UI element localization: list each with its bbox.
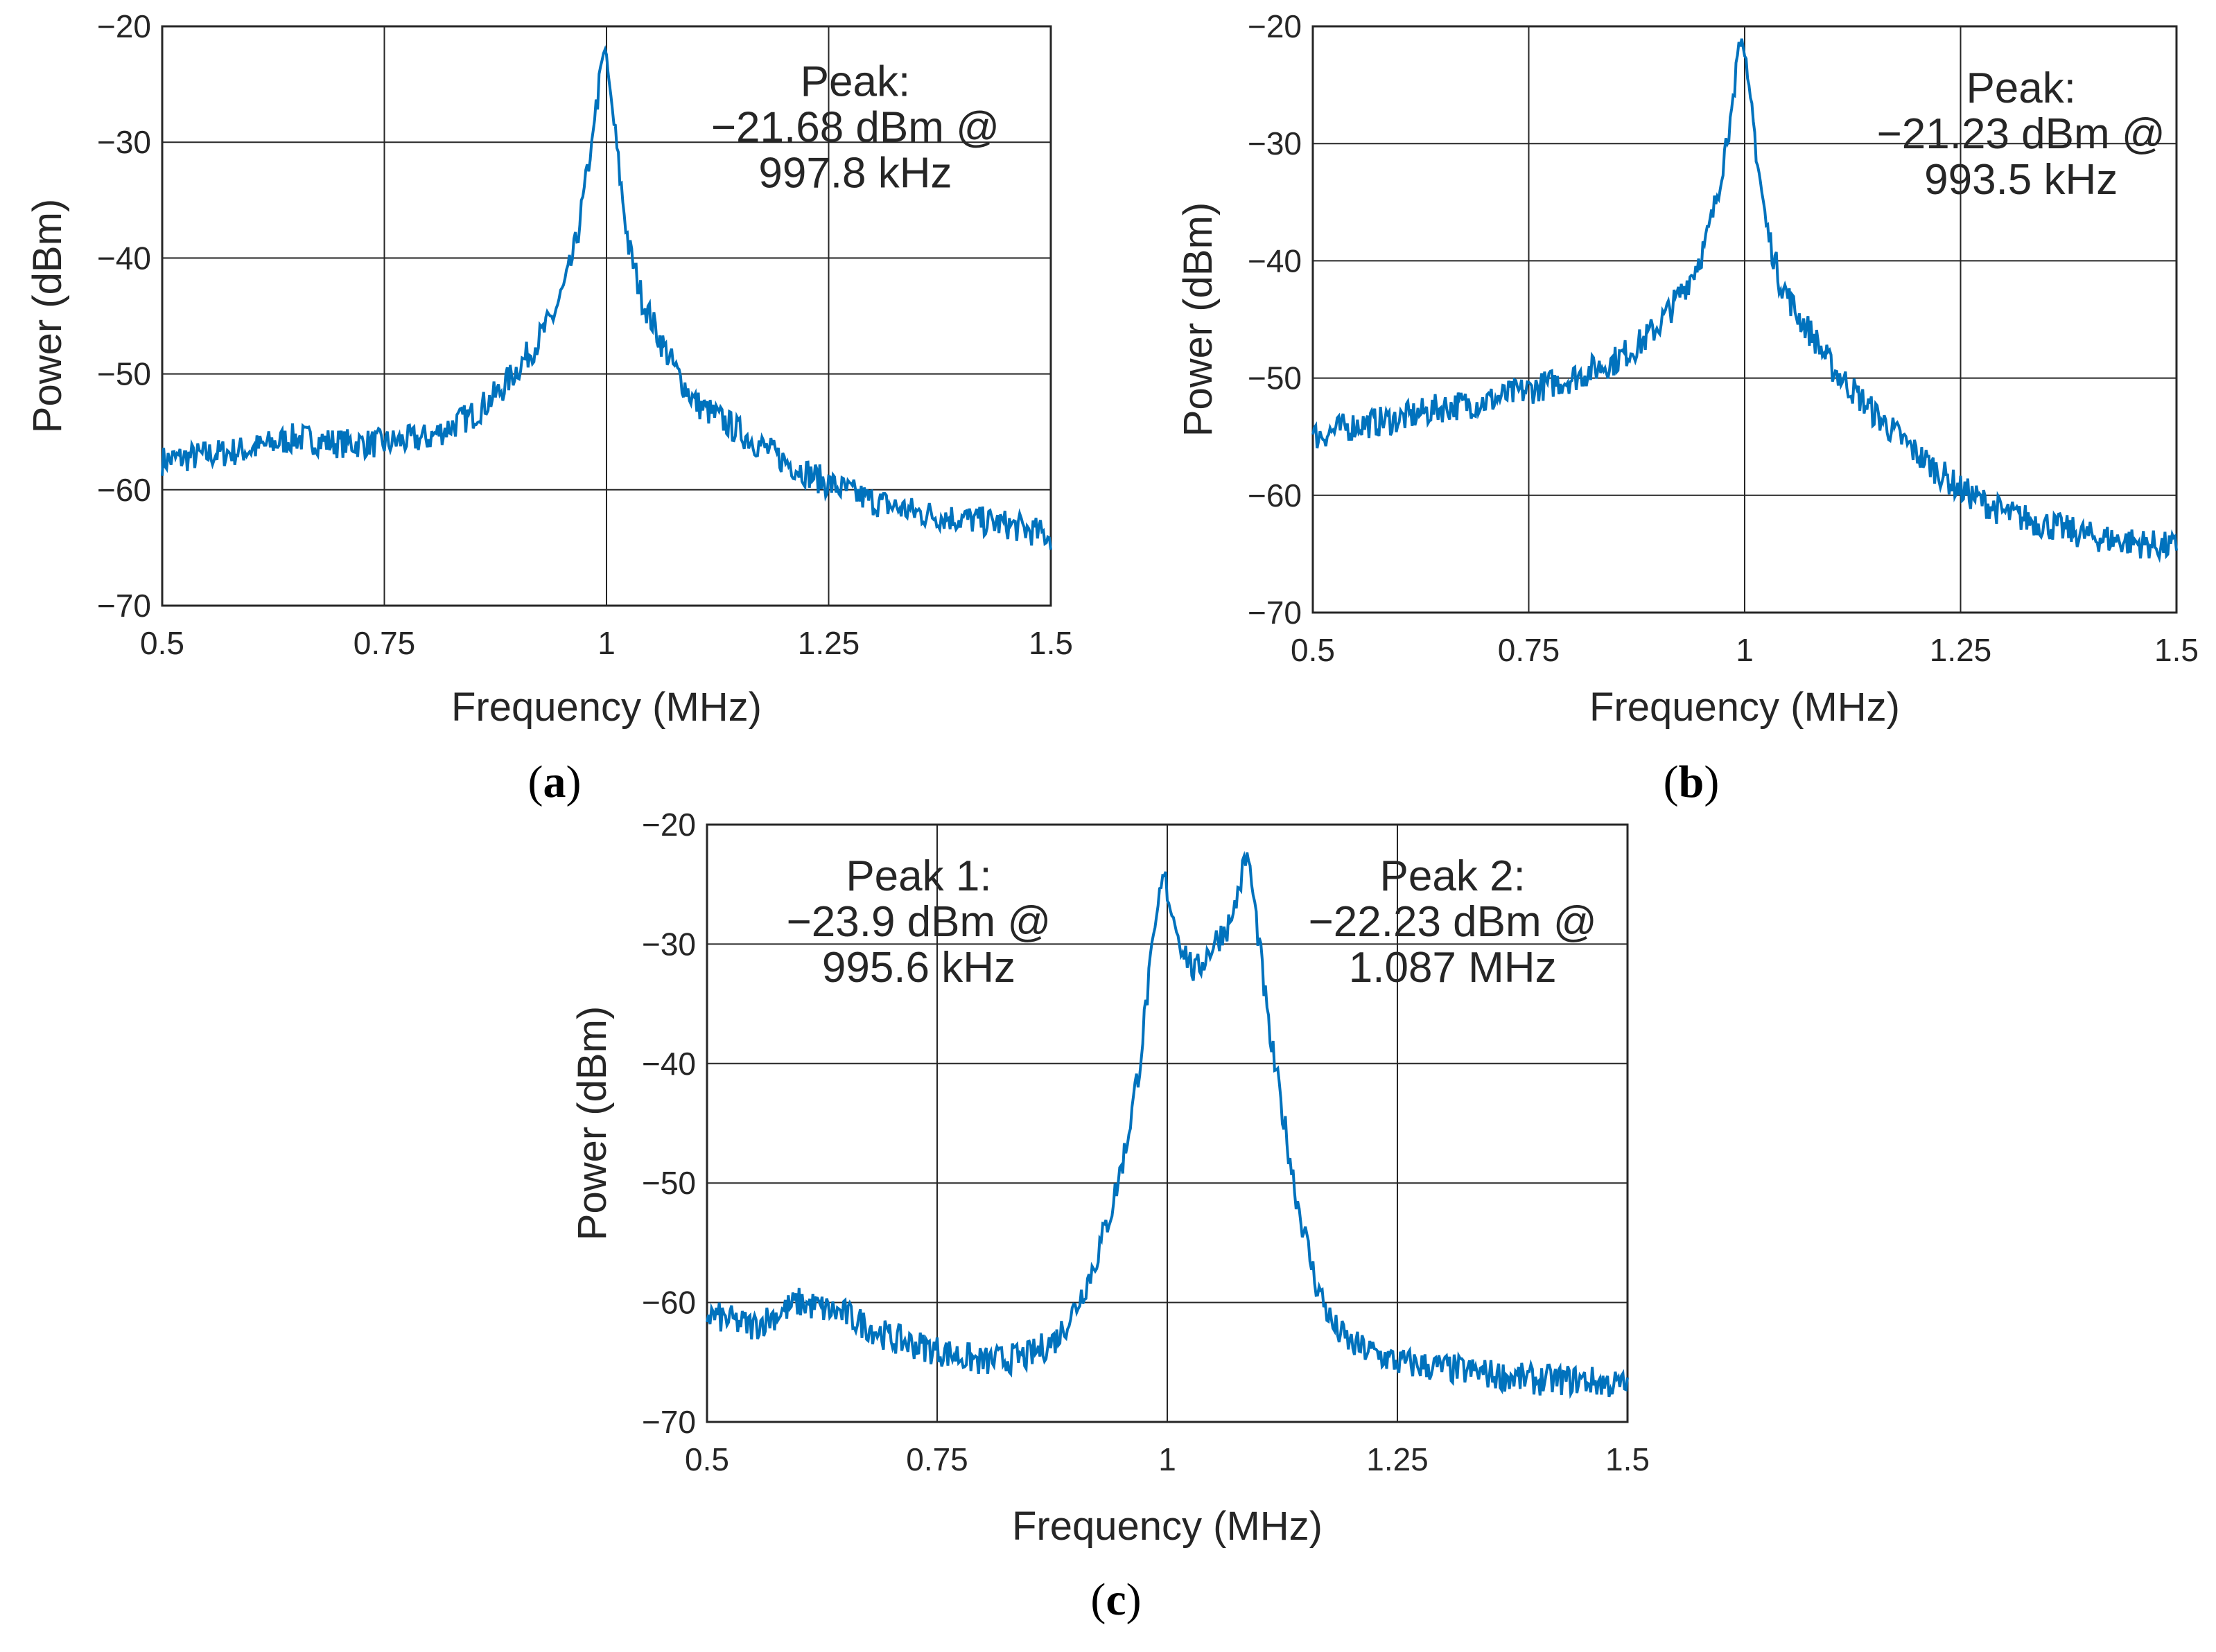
annotation-line: Peak 2:: [1380, 852, 1526, 900]
y-tick-label: −60: [1248, 477, 1302, 513]
series-line-c: [706, 850, 1629, 1399]
y-tick-label: −30: [97, 124, 151, 160]
y-tick-label: −50: [1248, 360, 1302, 396]
series-line-a: [161, 45, 1052, 550]
caption-letter-c: c: [1106, 1574, 1126, 1625]
series-line-b: [1311, 38, 2178, 563]
caption-b: (b): [1664, 757, 1720, 807]
x-tick-label: 0.5: [1291, 632, 1335, 668]
annotation-line: −23.9 dBm @: [787, 898, 1052, 946]
annotation-line: 995.6 kHz: [822, 944, 1015, 992]
caption-a: (a): [528, 757, 582, 807]
y-tick-label: −30: [642, 926, 696, 962]
x-tick-label: 0.75: [1498, 632, 1560, 668]
caption-letter-a: a: [543, 757, 566, 807]
annotation-line: −22.23 dBm @: [1309, 898, 1597, 946]
y-tick-labels-c: −20 −30 −40 −50 −60 −70: [642, 807, 696, 1440]
x-axis-label-b: Frequency (MHz): [1589, 685, 1900, 730]
y-tick-label: −70: [1248, 595, 1302, 631]
y-tick-label: −60: [642, 1285, 696, 1321]
x-tick-label: 1.25: [1930, 632, 1992, 668]
x-axis-label-a: Frequency (MHz): [451, 685, 762, 730]
grid-b: [1313, 26, 2176, 613]
y-tick-label: −70: [642, 1404, 696, 1440]
x-tick-labels-a: 0.5 0.75 1 1.25 1.5: [140, 625, 1073, 661]
x-tick-labels-c: 0.5 0.75 1 1.25 1.5: [685, 1441, 1650, 1477]
y-tick-label: −40: [1248, 243, 1302, 279]
x-tick-label: 1: [597, 625, 616, 661]
x-tick-label: 0.75: [354, 625, 416, 661]
y-tick-label: −20: [1248, 8, 1302, 44]
annotation-line: Peak 1:: [846, 852, 991, 900]
annotation-line: 993.5 kHz: [1924, 156, 2118, 204]
peak-annotation-b: Peak: −21.23 dBm @ 993.5 kHz: [1877, 64, 2165, 204]
y-axis-label-a: Power (dBm): [25, 199, 70, 433]
y-tick-labels-b: −20 −30 −40 −50 −60 −70: [1248, 8, 1302, 631]
annotation-line: −21.68 dBm @: [711, 103, 1000, 151]
x-tick-label: 1: [1158, 1441, 1176, 1477]
annotation-line: Peak:: [801, 58, 911, 105]
panel-b: 0.5 0.75 1 1.25 1.5 −20 −30 −40 −50 −60 …: [1176, 8, 2199, 807]
y-tick-label: −40: [642, 1046, 696, 1082]
panel-c: 0.5 0.75 1 1.25 1.5 −20 −30 −40 −50 −60 …: [570, 807, 1650, 1625]
peak-1-annotation-c: Peak 1: −23.9 dBm @ 995.6 kHz: [787, 852, 1052, 992]
y-tick-label: −20: [97, 8, 151, 44]
x-axis-label-c: Frequency (MHz): [1012, 1504, 1323, 1549]
grid-a: [162, 26, 1051, 606]
x-tick-label: 0.5: [140, 625, 184, 661]
y-axis-label-b: Power (dBm): [1176, 202, 1221, 437]
y-tick-label: −50: [642, 1165, 696, 1201]
x-tick-label: 1.5: [1029, 625, 1073, 661]
x-tick-label: 0.5: [685, 1441, 729, 1477]
x-tick-label: 1: [1736, 632, 1754, 668]
x-tick-label: 0.75: [906, 1441, 968, 1477]
annotation-line: 1.087 MHz: [1349, 944, 1557, 992]
caption-letter-b: b: [1679, 757, 1704, 807]
annotation-line: 997.8 kHz: [758, 149, 952, 197]
y-tick-label: −70: [97, 588, 151, 624]
annotation-line: −21.23 dBm @: [1877, 110, 2165, 158]
annotation-line: Peak:: [1966, 64, 2076, 112]
y-tick-label: −40: [97, 240, 151, 276]
x-tick-labels-b: 0.5 0.75 1 1.25 1.5: [1291, 632, 2199, 668]
peak-annotation-a: Peak: −21.68 dBm @ 997.8 kHz: [711, 58, 1000, 197]
y-tick-labels-a: −20 −30 −40 −50 −60 −70: [97, 8, 151, 624]
y-tick-label: −50: [97, 356, 151, 392]
x-tick-label: 1.25: [1366, 1441, 1429, 1477]
peak-2-annotation-c: Peak 2: −22.23 dBm @ 1.087 MHz: [1309, 852, 1597, 992]
y-tick-label: −60: [97, 472, 151, 508]
x-tick-label: 1.5: [1605, 1441, 1650, 1477]
panel-a: 0.5 0.75 1 1.25 1.5 −20 −30 −40 −50 −60 …: [25, 8, 1073, 807]
y-axis-label-c: Power (dBm): [570, 1006, 615, 1240]
x-tick-label: 1.5: [2154, 632, 2199, 668]
caption-c: (c): [1090, 1574, 1141, 1625]
y-tick-label: −20: [642, 807, 696, 843]
grid-c: [707, 825, 1628, 1422]
y-tick-label: −30: [1248, 125, 1302, 161]
x-tick-label: 1.25: [798, 625, 860, 661]
